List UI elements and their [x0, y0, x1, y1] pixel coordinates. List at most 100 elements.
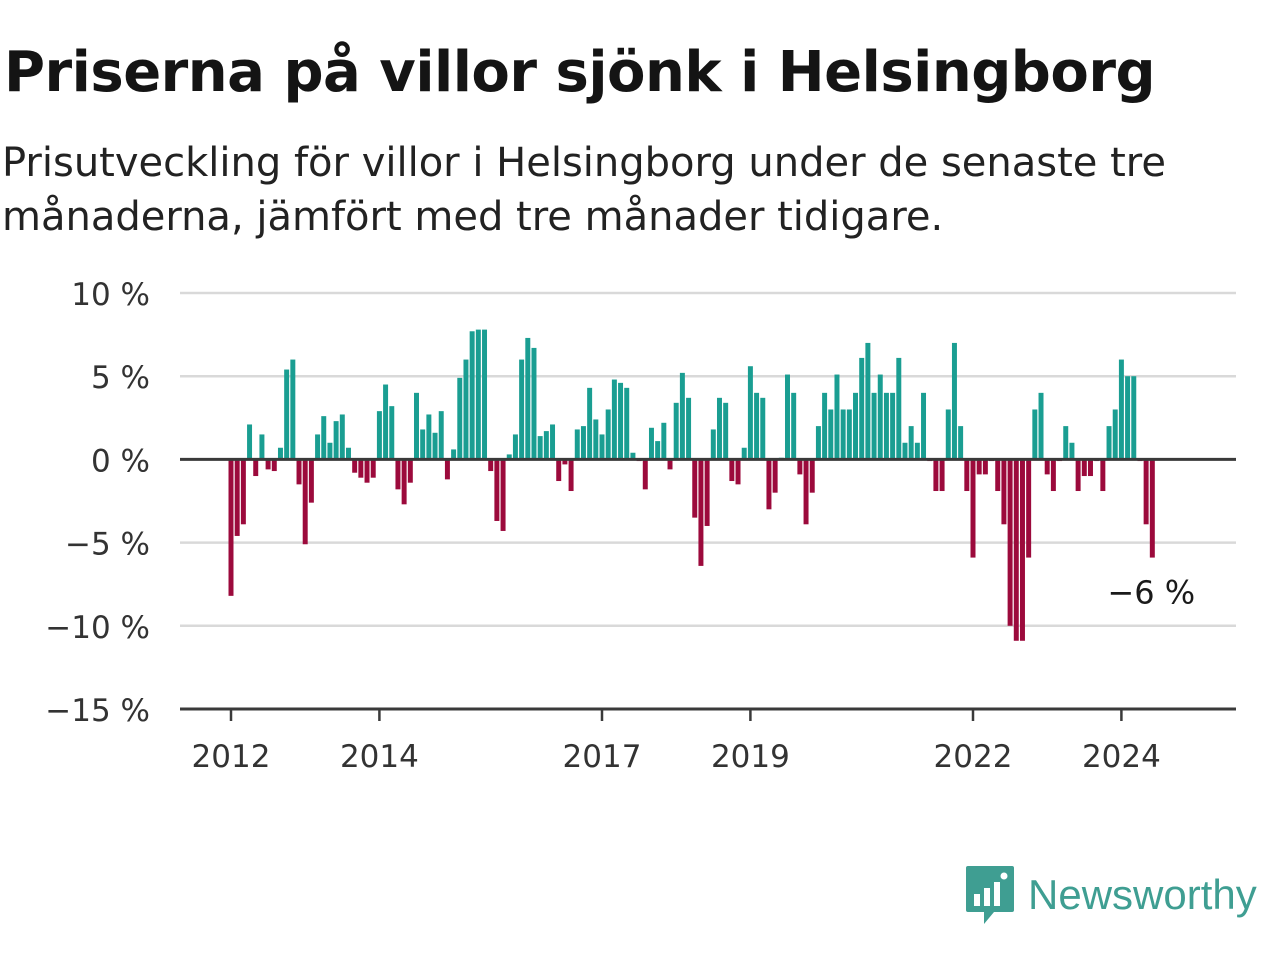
- bar: [253, 459, 259, 477]
- bar: [673, 402, 679, 460]
- bar: [1125, 376, 1131, 460]
- bar: [1044, 459, 1050, 475]
- bar: [976, 459, 982, 475]
- bar: [1001, 459, 1007, 525]
- bar: [599, 434, 605, 460]
- bar: [791, 392, 797, 460]
- bar: [550, 424, 556, 460]
- bar: [531, 347, 537, 460]
- bar: [1069, 442, 1075, 460]
- bar: [1026, 459, 1032, 558]
- bar: [519, 359, 525, 460]
- bar: [605, 409, 611, 460]
- bar: [1019, 459, 1025, 641]
- bar: [240, 459, 246, 525]
- bar: [444, 459, 450, 480]
- bar: [277, 447, 283, 460]
- y-tick-label: −15 %: [45, 693, 150, 729]
- axes: [180, 457, 1236, 711]
- bar: [914, 442, 920, 460]
- bar: [1131, 376, 1137, 460]
- bar: [574, 429, 580, 460]
- bar: [364, 459, 370, 483]
- bar: [760, 397, 766, 460]
- bar: [1038, 392, 1044, 460]
- bar: [1149, 459, 1155, 558]
- bar: [271, 459, 277, 472]
- chart-title: Priserna på villor sjönk i Helsingborg: [4, 40, 1156, 105]
- bar: [741, 447, 747, 460]
- x-tick-label: 2024: [1082, 739, 1161, 775]
- bar: [797, 459, 803, 475]
- bar: [883, 392, 889, 460]
- bar: [401, 459, 407, 505]
- x-tick-label: 2012: [192, 739, 271, 775]
- bar: [463, 359, 469, 460]
- bar: [512, 434, 518, 460]
- bar: [890, 392, 896, 460]
- bar: [247, 424, 253, 460]
- bar: [679, 372, 685, 460]
- bar: [939, 459, 945, 492]
- bar: [921, 392, 927, 460]
- bar: [506, 454, 512, 460]
- bar: [370, 459, 376, 478]
- bar: [692, 459, 698, 518]
- bar: [877, 374, 883, 460]
- bar-chart: 10 %5 %0 %−5 %−10 %−15 % 2012 2014 2017 201…: [45, 277, 1236, 775]
- bar: [785, 374, 790, 460]
- bar: [648, 427, 654, 460]
- bar: [438, 411, 444, 460]
- bars: [228, 329, 1155, 641]
- bar: [908, 426, 914, 460]
- bar: [698, 459, 704, 566]
- bar: [543, 431, 549, 460]
- bar: [234, 459, 240, 536]
- bar: [840, 409, 846, 460]
- last-value-label: −6 %: [1107, 574, 1195, 612]
- bar: [414, 392, 419, 460]
- bar: [494, 459, 500, 521]
- bar: [345, 447, 351, 460]
- bar: [333, 421, 339, 460]
- bar: [321, 416, 327, 460]
- bar: [407, 459, 413, 483]
- bar: [871, 392, 877, 460]
- x-axis-labels: 2012 2014 2017 2019 2022 2024: [192, 709, 1161, 775]
- bar: [457, 377, 463, 460]
- bar: [358, 459, 364, 478]
- bar: [1143, 459, 1149, 525]
- bar: [766, 459, 772, 510]
- bar: [735, 459, 741, 485]
- bar: [352, 459, 358, 473]
- bar: [488, 459, 494, 472]
- bar: [822, 392, 828, 460]
- bar: [853, 392, 859, 460]
- bar: [593, 419, 599, 460]
- bar: [389, 406, 395, 460]
- bar: [661, 422, 667, 460]
- bar: [580, 426, 586, 460]
- bar: [951, 342, 957, 460]
- bar: [426, 414, 432, 460]
- x-tick-label: 2017: [563, 739, 642, 775]
- y-tick-label: 0 %: [91, 443, 150, 479]
- bar: [611, 379, 617, 460]
- chart-subtitle: Prisutveckling för villor i Helsingborg …: [2, 140, 1166, 240]
- bar: [537, 436, 543, 460]
- y-tick-label: 10 %: [71, 277, 150, 313]
- bar: [339, 414, 345, 460]
- bar: [630, 452, 636, 460]
- bar: [284, 369, 290, 460]
- bar: [747, 366, 753, 460]
- bar: [865, 342, 871, 460]
- bar: [1081, 459, 1087, 477]
- newsworthy-chart-bubble-icon: [966, 866, 1014, 924]
- bar: [846, 409, 852, 460]
- bar: [1063, 426, 1069, 460]
- bar: [710, 429, 716, 460]
- bar: [809, 459, 815, 493]
- x-tick-label: 2014: [340, 739, 419, 775]
- bar: [618, 382, 624, 460]
- newsworthy-logo: Newsworthy: [964, 864, 1257, 926]
